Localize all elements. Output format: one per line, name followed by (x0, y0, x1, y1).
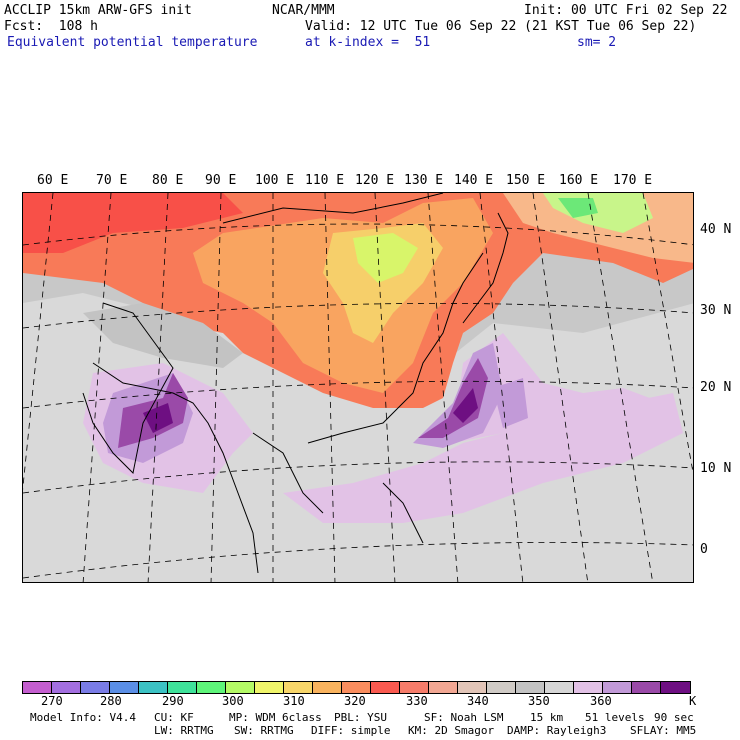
field-name: Equivalent potential temperature (7, 35, 258, 50)
lon-label: 60 E (37, 173, 69, 188)
purple-core-pacific (453, 388, 478, 423)
colorbar-swatch (226, 682, 255, 693)
colorbar-swatch (632, 682, 661, 693)
colorbar-swatch (81, 682, 110, 693)
lon-label: 140 E (454, 173, 494, 188)
colorbar-swatch (661, 682, 690, 693)
smoothing-label: sm= 2 (577, 35, 617, 50)
coastline-indochina (252, 432, 324, 514)
colorbar-swatch (603, 682, 632, 693)
lon-label: 160 E (559, 173, 599, 188)
colorbar-swatch (458, 682, 487, 693)
model-info-diff: DIFF: simple (311, 724, 391, 737)
model-info-levels: 51 levels (585, 711, 645, 724)
model-info-km: KM: 2D Smagor (408, 724, 495, 737)
graticule-lon-line (587, 193, 654, 582)
coastlines (82, 193, 509, 574)
colorbar-swatch (516, 682, 545, 693)
model-info-sflay: SFLAY: MM5 (630, 724, 697, 737)
valid-time: Valid: 12 UTC Tue 06 Sep 22 (21 KST Tue … (305, 19, 697, 34)
lat-label: 0 (700, 542, 708, 557)
lon-label: 90 E (205, 173, 237, 188)
warm-band-lime (353, 233, 418, 283)
colorbar-label: 360 (590, 694, 612, 708)
lon-label: 110 E (305, 173, 345, 188)
colorbar (22, 681, 691, 694)
coastline-china (307, 252, 484, 444)
model-info-resolution: 15 km (530, 711, 564, 724)
model-info-lw: LW: RRTMG (154, 724, 214, 737)
colorbar-swatch (400, 682, 429, 693)
map-field-svg (23, 193, 693, 582)
colorbar-swatch (197, 682, 226, 693)
lon-label: 120 E (355, 173, 395, 188)
lon-label: 80 E (152, 173, 184, 188)
colorbar-swatch (313, 682, 342, 693)
model-info-mp: MP: WDM 6class (229, 711, 322, 724)
lon-label: 170 E (613, 173, 653, 188)
model-info-sf: SF: Noah LSM (424, 711, 504, 724)
model-info-timestep: 90 sec (654, 711, 694, 724)
init-time: Init: 00 UTC Fri 02 Sep 22 (524, 3, 728, 18)
colorbar-swatch (255, 682, 284, 693)
warm-band-deep-red (23, 193, 243, 253)
lon-label: 100 E (255, 173, 295, 188)
colorbar-label: 300 (222, 694, 244, 708)
colorbar-swatch (23, 682, 52, 693)
colorbar-label: 290 (162, 694, 184, 708)
border-mongolia (222, 193, 444, 224)
lon-label: 70 E (96, 173, 128, 188)
coastline-japan (462, 212, 509, 324)
colorbar-label: 320 (344, 694, 366, 708)
colorbar-label: 280 (100, 694, 122, 708)
colorbar-label: 270 (41, 694, 63, 708)
colorbar-label: 330 (406, 694, 428, 708)
plateau-gray (83, 303, 243, 368)
colorbar-swatch (52, 682, 81, 693)
colorbar-swatch (139, 682, 168, 693)
colorbar-swatch (342, 682, 371, 693)
colorbar-label: 350 (528, 694, 550, 708)
colorbar-label: 340 (467, 694, 489, 708)
colorbar-swatch (371, 682, 400, 693)
model-title: ACCLIP 15km ARW-GFS init (4, 3, 192, 18)
colorbar-swatch (110, 682, 139, 693)
org-label: NCAR/MMM (272, 3, 335, 18)
colorbar-swatch (168, 682, 197, 693)
colorbar-unit: K (689, 694, 697, 708)
level-label: at k-index = 51 (305, 35, 431, 50)
colorbar-swatch (545, 682, 574, 693)
model-info-pbl: PBL: YSU (334, 711, 387, 724)
lat-label: 30 N (700, 303, 732, 318)
colorbar-label: 310 (283, 694, 305, 708)
colorbar-swatch (574, 682, 603, 693)
lon-label: 150 E (506, 173, 546, 188)
purple-dark-pacific (418, 358, 488, 438)
theta-e-map (22, 192, 694, 583)
colorbar-swatch (429, 682, 458, 693)
model-info-damp: DAMP: Rayleigh3 (507, 724, 607, 737)
purple-core-india (143, 403, 173, 433)
coastline-philippines (382, 482, 424, 544)
coastline-india (82, 302, 174, 475)
colorbar-swatch (284, 682, 313, 693)
model-info-sw: SW: RRTMG (234, 724, 294, 737)
model-info-version: Model Info: V4.4 (30, 711, 136, 724)
lat-label: 10 N (700, 461, 732, 476)
forecast-hour: Fcst: 108 h (4, 19, 98, 34)
lat-label: 40 N (700, 222, 732, 237)
purple-field-pacific (283, 393, 683, 523)
model-info-cu: CU: KF (154, 711, 194, 724)
graticule (23, 193, 693, 582)
lon-label: 130 E (404, 173, 444, 188)
pacific-arc-bright-green (558, 198, 598, 218)
colorbar-swatch (487, 682, 516, 693)
coastline-india-seasia (92, 362, 259, 574)
graticule-lon-line (642, 193, 693, 475)
lat-label: 20 N (700, 380, 732, 395)
